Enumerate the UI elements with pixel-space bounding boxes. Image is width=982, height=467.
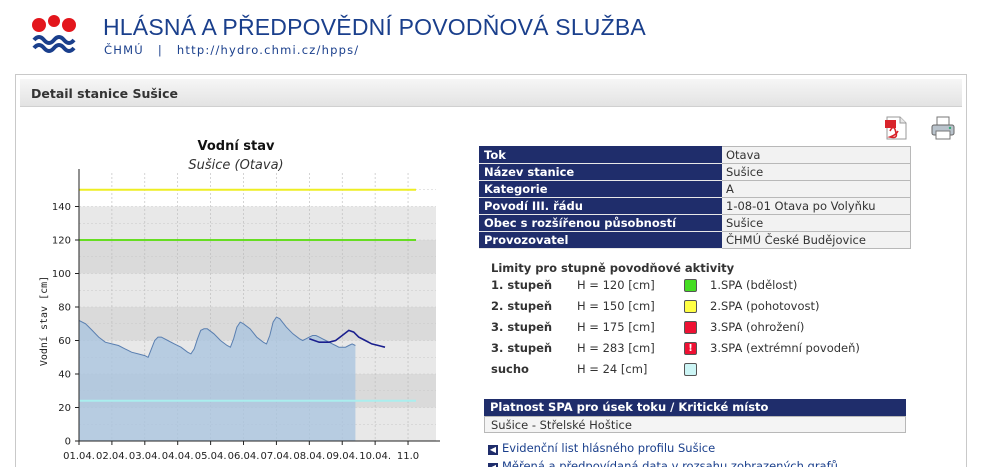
- x-tick-label: 02.04.: [96, 451, 128, 462]
- limit-level: sucho: [491, 362, 529, 376]
- limit-description: 3.SPA (extrémní povodeň): [710, 341, 860, 355]
- spa-value: Sušice - Střelské Hoštice: [484, 416, 906, 433]
- link-evidence-sheet[interactable]: ◀ Evidenční list hlásného profilu Sušice: [488, 441, 715, 455]
- y-tick-label: 60: [58, 336, 71, 347]
- limit-height: H = 24 [cm]: [577, 362, 648, 376]
- x-tick-label: 09.04.: [326, 451, 358, 462]
- limits-title: Limity pro stupně povodňové aktivity: [491, 261, 735, 275]
- separator: |: [157, 43, 163, 57]
- y-axis-label: Vodní stav [cm]: [38, 276, 50, 366]
- limit-height: H = 120 [cm]: [577, 278, 655, 292]
- forecast-line: [309, 329, 386, 348]
- printer-icon[interactable]: [929, 115, 957, 141]
- chmu-logo-icon[interactable]: [30, 14, 78, 54]
- limit-color-swatch: [684, 279, 697, 292]
- site-subline: ČHMÚ | http://hydro.chmi.cz/hpps/: [104, 43, 359, 57]
- station-info-value: A: [721, 180, 911, 198]
- site-url[interactable]: http://hydro.chmi.cz/hpps/: [176, 43, 360, 57]
- x-tick-label: 11.0: [397, 451, 419, 462]
- limit-description: 1.SPA (bdělost): [710, 278, 798, 292]
- station-info-label: Provozovatel: [479, 231, 722, 249]
- limit-row: 1. stupeň H = 120 [cm] 1.SPA (bdělost): [491, 278, 911, 294]
- site-title[interactable]: HLÁSNÁ A PŘEDPOVĚDNÍ POVODŇOVÁ SLUŽBA: [103, 14, 646, 40]
- limit-color-swatch: [684, 321, 697, 334]
- x-tick-label: 05.04.: [195, 451, 227, 462]
- spa-header: Platnost SPA pro úsek toku / Kritické mí…: [484, 399, 906, 416]
- limit-description: 3.SPA (ohrožení): [710, 320, 805, 334]
- x-tick-label: 08.04.: [293, 451, 325, 462]
- station-detail-panel: Detail stanice Sušice Vodní stav Sušice …: [15, 74, 967, 467]
- x-tick-label: 07.04.: [261, 451, 293, 462]
- link-evidence-sheet-label[interactable]: Evidenční list hlásného profilu Sušice: [502, 441, 716, 455]
- y-tick-label: 40: [58, 370, 71, 381]
- limit-height: H = 150 [cm]: [577, 299, 655, 313]
- station-info-label: Obec s rozšířenou působností: [479, 214, 722, 232]
- limit-color-swatch: !: [684, 342, 697, 355]
- limit-level: 2. stupeň: [491, 299, 553, 313]
- water-level-chart: Vodní stav Sušice (Otava) 0 20 40 60 80 100 12…: [38, 139, 440, 462]
- limit-height: H = 283 [cm]: [577, 341, 655, 355]
- arrow-left-icon: ◀: [488, 445, 498, 455]
- measured-line: [78, 316, 356, 358]
- measured-area: [79, 317, 356, 441]
- site-header: HLÁSNÁ A PŘEDPOVĚDNÍ POVODŇOVÁ SLUŽBA ČH…: [0, 0, 982, 72]
- limit-description: 2.SPA (pohotovost): [710, 299, 820, 313]
- x-tick-label: 10.04.: [359, 451, 391, 462]
- limit-color-swatch: [684, 363, 697, 376]
- station-info-row: Kategorie A: [479, 180, 911, 198]
- limit-row: 3. stupeň H = 175 [cm] 3.SPA (ohrožení): [491, 320, 911, 336]
- station-info-value: Sušice: [721, 214, 911, 232]
- chart-subtitle: Sušice (Otava): [188, 158, 283, 173]
- station-info-row: Název stanice Sušice: [479, 163, 911, 181]
- limit-level: 3. stupeň: [491, 320, 553, 334]
- y-tick-label: 20: [58, 403, 71, 414]
- y-tick-label: 120: [52, 236, 71, 247]
- limit-height: H = 175 [cm]: [577, 320, 655, 334]
- limit-level: 1. stupeň: [491, 278, 553, 292]
- limit-row: 2. stupeň H = 150 [cm] 2.SPA (pohotovost): [491, 299, 911, 315]
- chart-plot-area: 0 20 40 60 80 100 120 140 01.04. 02.04. 03.04. 04.0…: [52, 169, 440, 462]
- station-info-label: Tok: [479, 146, 722, 164]
- station-info-row: Obec s rozšířenou působností Sušice: [479, 214, 911, 232]
- y-tick-label: 0: [65, 437, 71, 448]
- limit-row: 3. stupeň H = 283 [cm]! 3.SPA (extrémní po…: [491, 341, 911, 357]
- y-tick-label: 100: [52, 269, 71, 280]
- x-tick-label: 03.04.: [129, 451, 161, 462]
- y-tick-label: 140: [52, 202, 71, 213]
- panel-header: Detail stanice Sušice: [20, 79, 962, 107]
- x-tick-label: 04.04.: [162, 451, 194, 462]
- station-info-value: ČHMÚ České Budějovice: [721, 231, 911, 249]
- org-name: ČHMÚ: [104, 43, 144, 57]
- x-tick-label: 06.04.: [228, 451, 260, 462]
- pdf-icon[interactable]: [882, 115, 910, 141]
- station-info-value: 1-08-01 Otava po Volyňku: [721, 197, 911, 215]
- limit-color-swatch: [684, 300, 697, 313]
- limit-level: 3. stupeň: [491, 341, 553, 355]
- station-info-row: Tok Otava: [479, 146, 911, 164]
- y-tick-label: 80: [58, 303, 71, 314]
- link-measured-data[interactable]: ◀ Měřená a předpovídaná data v rozsahu zo…: [488, 459, 838, 467]
- station-info-value: Sušice: [721, 163, 911, 181]
- panel-title: Detail stanice Sušice: [31, 86, 178, 101]
- station-info-label: Povodí III. řádu: [479, 197, 722, 215]
- station-info-label: Kategorie: [479, 180, 722, 198]
- station-info-value: Otava: [721, 146, 911, 164]
- x-tick-label: 01.04.: [63, 451, 95, 462]
- chart-title: Vodní stav: [197, 139, 275, 154]
- station-info-row: Provozovatel ČHMÚ České Budějovice: [479, 231, 911, 249]
- link-measured-data-label[interactable]: Měřená a předpovídaná data v rozsahu zob…: [502, 459, 838, 467]
- limit-row: sucho H = 24 [cm]: [491, 362, 911, 378]
- station-info-label: Název stanice: [479, 163, 722, 181]
- station-info-row: Povodí III. řádu 1-08-01 Otava po Volyňku: [479, 197, 911, 215]
- arrow-left-icon: ◀: [488, 463, 498, 467]
- station-info-table: Tok Otava Název stanice Sušice Kategorie A Pov…: [479, 146, 911, 249]
